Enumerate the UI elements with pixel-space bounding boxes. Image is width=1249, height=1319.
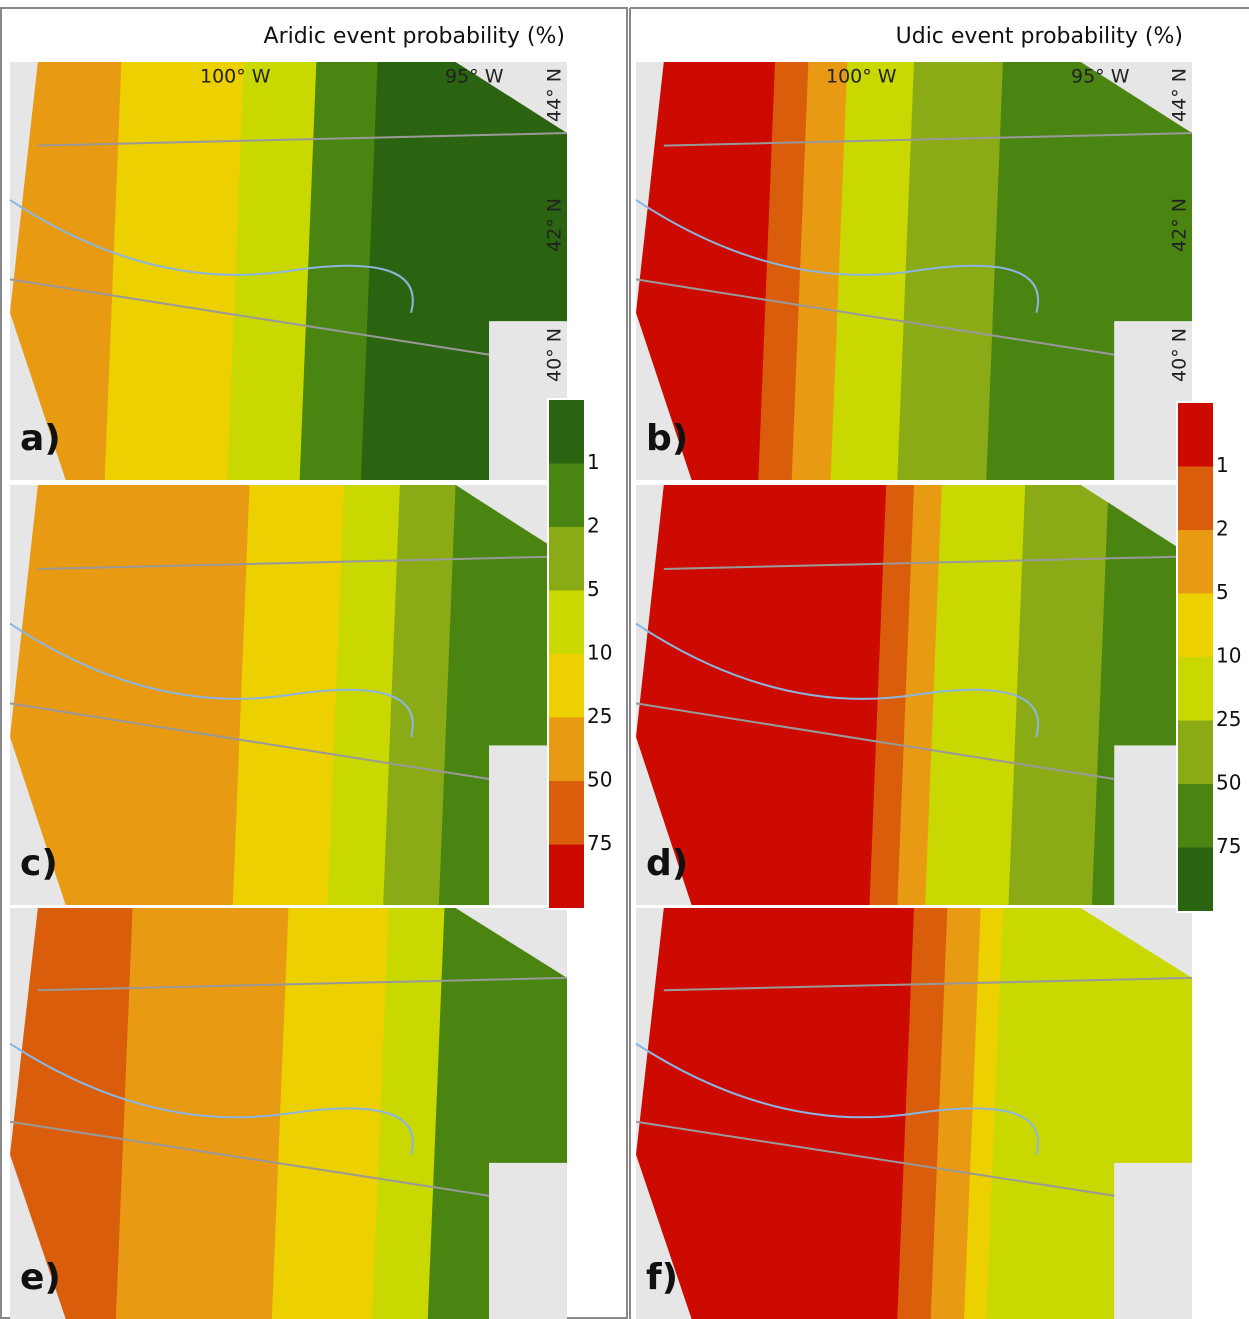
legend-label: 75 bbox=[1216, 834, 1241, 858]
legend-label: 50 bbox=[1216, 771, 1241, 795]
legend-swatch bbox=[1178, 657, 1213, 721]
legend-swatch bbox=[549, 845, 584, 909]
panel-label: d) bbox=[646, 843, 688, 884]
panel-label: c) bbox=[20, 843, 58, 884]
legend-label: 2 bbox=[587, 514, 600, 538]
longitude-label: 95° W bbox=[1071, 66, 1130, 88]
panel-label: f) bbox=[646, 1257, 678, 1298]
panel-label: b) bbox=[646, 418, 688, 459]
legend-label: 75 bbox=[587, 831, 612, 855]
legend-label: 25 bbox=[587, 704, 612, 728]
legend-swatch bbox=[549, 400, 584, 464]
legend-swatch bbox=[1178, 721, 1213, 785]
latitude-label: 44° N bbox=[544, 68, 566, 122]
panel-label: a) bbox=[20, 418, 61, 459]
longitude-label: 95° W bbox=[445, 66, 504, 88]
legend-swatch bbox=[1178, 784, 1213, 848]
map-panel: c) bbox=[0, 485, 584, 905]
legend-swatch bbox=[549, 718, 584, 782]
legend-swatch bbox=[1178, 467, 1213, 531]
latitude-label: 42° N bbox=[544, 198, 566, 252]
latitude-label: 40° N bbox=[544, 328, 566, 382]
legend-swatch bbox=[549, 591, 584, 655]
latitude-label: 42° N bbox=[1169, 198, 1191, 252]
legend-swatch bbox=[549, 527, 584, 591]
legend-label: 25 bbox=[1216, 707, 1241, 731]
legend-label: 50 bbox=[587, 768, 612, 792]
latitude-label: 44° N bbox=[1169, 68, 1191, 122]
legend-label: 10 bbox=[587, 641, 612, 665]
map-panel: f) bbox=[619, 908, 1208, 1319]
legend-label: 10 bbox=[1216, 644, 1241, 668]
panel-label: e) bbox=[20, 1257, 61, 1298]
title: Aridic event probability (%) bbox=[264, 24, 565, 49]
legend-label: 2 bbox=[1216, 517, 1229, 541]
legend-swatch bbox=[1178, 848, 1213, 912]
legend-swatch bbox=[1178, 594, 1213, 658]
legend-swatch bbox=[549, 781, 584, 845]
map-panel: d) bbox=[619, 485, 1208, 905]
map-panel: b) bbox=[619, 62, 1208, 480]
legend-label: 1 bbox=[587, 450, 600, 474]
legend-swatch bbox=[549, 654, 584, 718]
longitude-label: 100° W bbox=[826, 66, 897, 88]
title: Udic event probability (%) bbox=[896, 24, 1183, 49]
map-panel: e) bbox=[0, 908, 584, 1319]
longitude-label: 100° W bbox=[200, 66, 271, 88]
legend-label: 5 bbox=[587, 577, 600, 601]
map-panel: a) bbox=[0, 62, 584, 480]
figure: Aridic event probability (%) Udic event … bbox=[0, 0, 1249, 1319]
legend-label: 5 bbox=[1216, 580, 1229, 604]
latitude-label: 40° N bbox=[1169, 328, 1191, 382]
legend-swatch bbox=[1178, 403, 1213, 467]
legend-swatch bbox=[549, 464, 584, 528]
legend-swatch bbox=[1178, 530, 1213, 594]
legend-label: 1 bbox=[1216, 453, 1229, 477]
